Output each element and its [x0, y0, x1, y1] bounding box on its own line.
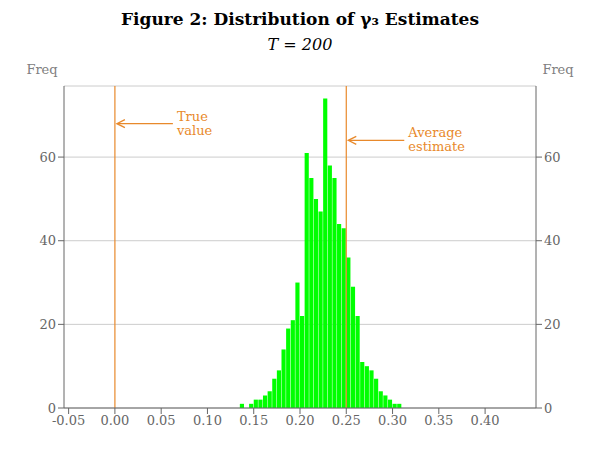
svg-text:40: 40 — [39, 233, 56, 248]
svg-text:0.20: 0.20 — [286, 413, 315, 428]
svg-text:Truevalue: Truevalue — [176, 108, 213, 137]
svg-text:Freq: Freq — [26, 62, 57, 77]
svg-text:40: 40 — [544, 233, 561, 248]
svg-text:0.25: 0.25 — [332, 413, 361, 428]
svg-text:0.15: 0.15 — [239, 413, 268, 428]
svg-text:0.35: 0.35 — [424, 413, 453, 428]
html-text:T = 200: T = 200 — [267, 35, 333, 54]
svg-text:0: 0 — [544, 401, 552, 416]
html-text:Figure 2: Distribution of γ₃ E: Figure 2: Distribution of γ₃ Estimates — [121, 9, 479, 29]
svg-text:0.40: 0.40 — [471, 413, 500, 428]
svg-text:0.00: 0.00 — [100, 413, 129, 428]
svg-text:0.10: 0.10 — [193, 413, 222, 428]
svg-text:Averageestimate: Averageestimate — [407, 125, 465, 154]
svg-text:0: 0 — [48, 401, 56, 416]
svg-text:0.30: 0.30 — [378, 413, 407, 428]
svg-text:60: 60 — [544, 150, 561, 165]
svg-text:60: 60 — [39, 150, 56, 165]
svg-text:20: 20 — [544, 317, 561, 332]
svg-text:-0.05: -0.05 — [52, 413, 85, 428]
svg-text:0.05: 0.05 — [147, 413, 176, 428]
svg-text:20: 20 — [39, 317, 56, 332]
svg-text:Freq: Freq — [542, 62, 573, 77]
